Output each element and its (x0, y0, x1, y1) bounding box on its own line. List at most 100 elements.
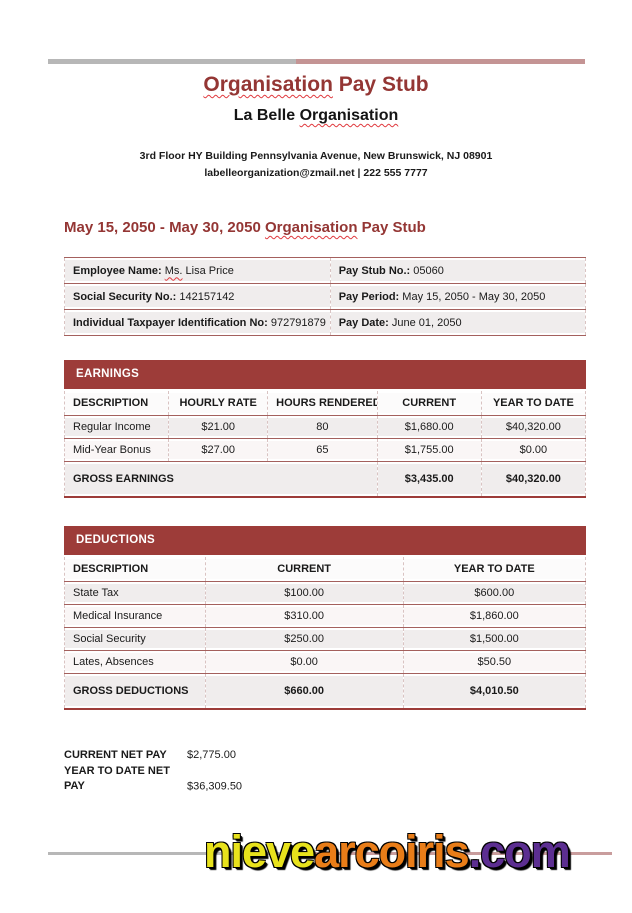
company-contact: labelleorganization@zmail.net | 222 555 … (204, 167, 428, 179)
deduction-ytd: $1,500.00 (403, 627, 587, 651)
pay-period-heading-spellcheck-word: Organisation (264, 219, 358, 236)
deduction-description: Lates, Absences (64, 650, 206, 674)
site-watermark: nievearcoiris.com (204, 826, 571, 878)
field-label: Social Security No.: (73, 290, 177, 303)
field-label: Pay Stub No.: (338, 264, 411, 277)
gross-earnings-label: GROSS EARNINGS (64, 461, 378, 498)
field-value: 142157142 (176, 290, 235, 303)
pay-period-heading-pre: May 15, 2050 - May 30, 2050 (64, 219, 265, 236)
taxpayer-id-cell: Individual Taxpayer Identification No: 9… (64, 309, 331, 336)
column-header-current: CURRENT (205, 557, 404, 582)
table-row: Individual Taxpayer Identification No: 9… (64, 309, 587, 336)
deduction-current: $100.00 (205, 581, 404, 605)
current-net-pay-label: CURRENT NET PAY (64, 749, 167, 761)
gross-earnings-current: $3,435.00 (377, 461, 482, 498)
table-header-row: DESCRIPTION HOURLY RATE HOURS RENDERED C… (63, 391, 587, 416)
column-header-year-to-date: YEAR TO DATE (481, 391, 587, 416)
gross-deductions-current: $660.00 (205, 673, 404, 710)
top-rule-rose-segment (296, 59, 585, 64)
pay-stub-no-cell: Pay Stub No.: 05060 (330, 257, 587, 284)
deductions-section: DEDUCTIONS DESCRIPTION CURRENT YEAR TO D… (64, 526, 587, 710)
column-header-hours-rendered: HOURS RENDERED (267, 391, 378, 416)
footer-rule-rose-segment (296, 852, 612, 855)
watermark-part-arcoiris: arcoiris (314, 826, 470, 877)
table-row: Medical Insurance $310.00 $1,860.00 (64, 604, 587, 628)
gross-deductions-row: GROSS DEDUCTIONS $660.00 $4,010.50 (64, 673, 587, 710)
column-header-year-to-date: YEAR TO DATE (403, 557, 587, 582)
deductions-section-header: DEDUCTIONS (64, 526, 586, 555)
deduction-description: Social Security (64, 627, 206, 651)
earnings-description: Regular Income (63, 415, 170, 439)
table-row: Social Security No.: 142157142 Pay Perio… (64, 283, 587, 310)
earnings-table: DESCRIPTION HOURLY RATE HOURS RENDERED C… (63, 391, 587, 498)
column-header-current: CURRENT (377, 391, 482, 416)
field-label: Pay Date: (338, 316, 389, 329)
table-row: Regular Income $21.00 80 $1,680.00 $40,3… (63, 415, 587, 439)
deduction-current: $0.00 (205, 650, 404, 674)
table-row: State Tax $100.00 $600.00 (64, 581, 587, 605)
deduction-current: $310.00 (205, 604, 404, 628)
gross-earnings-row: GROSS EARNINGS $3,435.00 $40,320.00 (64, 461, 587, 498)
gross-earnings-ytd: $40,320.00 (481, 461, 587, 498)
deduction-current: $250.00 (205, 627, 404, 651)
current-net-pay-value: $2,775.00 (187, 749, 236, 761)
earnings-hourly-rate: $27.00 (168, 438, 269, 462)
company-address: 3rd Floor HY Building Pennsylvania Avenu… (139, 150, 493, 162)
deduction-description: Medical Insurance (64, 604, 206, 628)
field-label: Employee Name: (73, 264, 162, 277)
gross-deductions-label: GROSS DEDUCTIONS (64, 673, 206, 710)
pay-period-heading: May 15, 2050 - May 30, 2050 Organisation… (64, 219, 586, 236)
social-security-cell: Social Security No.: 142157142 (64, 283, 331, 310)
gross-deductions-ytd: $4,010.50 (403, 673, 587, 710)
earnings-section: EARNINGS DESCRIPTION HOURLY RATE HOURS R… (63, 360, 587, 498)
earnings-ytd: $40,320.00 (481, 415, 587, 439)
company-name-spellcheck-word: Organisation (299, 107, 399, 124)
watermark-part-nieve: nieve (204, 826, 315, 877)
earnings-hourly-rate: $21.00 (168, 415, 269, 439)
field-value: Lisa Price (182, 264, 234, 277)
document-title: Organisation Pay Stub (0, 73, 632, 97)
net-pay-summary: CURRENT NET PAY $2,775.00 YEAR TO DATE NE… (64, 748, 242, 795)
table-row: Employee Name: Ms. Lisa Price Pay Stub N… (64, 257, 587, 284)
table-row: Mid-Year Bonus $27.00 65 $1,755.00 $0.00 (63, 438, 587, 462)
footer-rule-gray-segment (48, 852, 296, 855)
company-name-pre: La Belle (233, 107, 300, 124)
table-row: Lates, Absences $0.00 $50.50 (64, 650, 587, 674)
company-name: La Belle Organisation (0, 107, 632, 125)
pay-period-cell: Pay Period: May 15, 2050 - May 30, 2050 (330, 283, 587, 310)
footer-accent-rule (48, 852, 612, 855)
employee-info-table: Employee Name: Ms. Lisa Price Pay Stub N… (64, 257, 587, 336)
pay-period-heading-post: Pay Stub (357, 219, 426, 236)
field-label: Pay Period: (338, 290, 400, 303)
deduction-description: State Tax (64, 581, 206, 605)
column-header-description: DESCRIPTION (64, 557, 206, 582)
deduction-ytd: $50.50 (403, 650, 587, 674)
earnings-section-header: EARNINGS (64, 360, 586, 389)
top-rule-gray-segment (48, 59, 296, 64)
deduction-ytd: $1,860.00 (403, 604, 587, 628)
deductions-table: DESCRIPTION CURRENT YEAR TO DATE State T… (64, 557, 587, 710)
earnings-current: $1,680.00 (377, 415, 482, 439)
column-header-description: DESCRIPTION (63, 391, 170, 416)
earnings-current: $1,755.00 (377, 438, 482, 462)
field-value-spellcheck: Ms. (164, 264, 183, 277)
ytd-net-pay-label: YEAR TO DATE NET PAY (64, 764, 170, 793)
pay-date-cell: Pay Date: June 01, 2050 (330, 309, 587, 336)
table-row: Social Security $250.00 $1,500.00 (64, 627, 587, 651)
field-label: Individual Taxpayer Identification No: (73, 316, 268, 329)
document-title-spellcheck-word: Organisation (203, 73, 333, 96)
ytd-net-pay-value: $36,309.50 (187, 780, 243, 792)
field-value: June 01, 2050 (388, 316, 462, 329)
watermark-part-com: .com (468, 826, 571, 877)
current-net-pay-row: CURRENT NET PAY $2,775.00 (64, 748, 242, 764)
top-accent-rule (48, 59, 585, 64)
earnings-ytd: $0.00 (481, 438, 587, 462)
field-value: May 15, 2050 - May 30, 2050 (399, 290, 546, 303)
ytd-net-pay-row: YEAR TO DATE NET PAY $36,309.50 (64, 764, 242, 795)
employee-name-cell: Employee Name: Ms. Lisa Price (64, 257, 331, 284)
table-header-row: DESCRIPTION CURRENT YEAR TO DATE (64, 557, 587, 582)
document-title-rest: Pay Stub (332, 73, 429, 96)
field-value: 05060 (410, 264, 444, 277)
earnings-description: Mid-Year Bonus (63, 438, 170, 462)
